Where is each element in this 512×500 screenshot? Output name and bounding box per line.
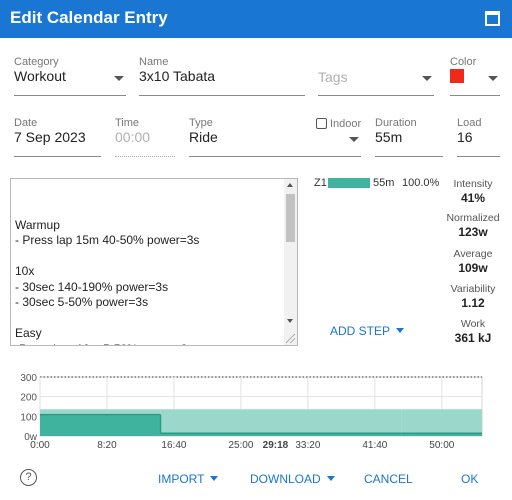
download-label: DOWNLOAD [250, 472, 321, 486]
name-field[interactable]: Name 3x10 Tabata [139, 56, 305, 96]
load-field[interactable]: Load 16 [457, 117, 500, 157]
metric-normalized: Normalized 123w [438, 212, 508, 239]
y-tick-label: 0w [24, 432, 38, 443]
import-button[interactable]: IMPORT [158, 472, 219, 486]
help-icon[interactable]: ? [20, 469, 37, 486]
time-placeholder: 00:00 [115, 129, 151, 145]
x-tick-label: 25:00 [228, 440, 253, 451]
date-field[interactable]: Date 7 Sep 2023 [14, 117, 101, 157]
download-button[interactable]: DOWNLOAD [250, 472, 335, 486]
chevron-down-icon [114, 76, 124, 81]
metric-work: Work 361 kJ [438, 318, 508, 345]
y-tick-label: 100 [20, 412, 37, 423]
x-tick-label: 8:20 [97, 440, 117, 451]
category-value: Workout [14, 68, 66, 84]
add-step-label: ADD STEP [330, 324, 391, 338]
dialog-footer: ? IMPORT DOWNLOAD CANCEL OK [0, 462, 512, 496]
chevron-down-icon [326, 476, 335, 481]
metric-value: 1.12 [461, 296, 485, 310]
ok-button[interactable]: OK [461, 472, 479, 486]
step-range-band [401, 409, 482, 434]
maximize-icon[interactable] [485, 11, 500, 26]
type-select[interactable]: Type Ride [189, 117, 361, 157]
indoor-label: Indoor [330, 118, 362, 130]
y-tick-label: 300 [20, 373, 37, 384]
category-select[interactable]: Category Workout [14, 56, 126, 96]
name-value: 3x10 Tabata [139, 68, 216, 84]
metric-value: 361 kJ [454, 331, 492, 345]
duration-label: Duration [375, 117, 417, 129]
metric-label: Normalized [446, 212, 500, 224]
metric-value: 123w [458, 225, 488, 239]
resize-grip-icon[interactable] [286, 334, 295, 343]
add-step-button[interactable]: ADD STEP [330, 324, 405, 338]
x-tick-label: 16:40 [161, 440, 186, 451]
step-power-area [40, 414, 161, 436]
metric-value: 41% [460, 191, 486, 205]
workout-description-textarea[interactable]: Warmup - Press lap 15m 40-50% power=3s 1… [10, 178, 298, 346]
x-tick-label: 41:40 [362, 440, 387, 451]
type-value: Ride [189, 129, 218, 145]
metric-variability: Variability 1.12 [438, 283, 508, 310]
scroll-down-icon[interactable] [287, 319, 293, 323]
type-label: Type [189, 117, 213, 129]
metric-value: 109w [458, 261, 488, 275]
metric-intensity: Intensity 41% [438, 178, 508, 205]
time-label: Time [115, 117, 140, 129]
chevron-down-icon [422, 76, 432, 81]
metric-label: Work [460, 318, 486, 330]
zone-duration: 55m [373, 177, 395, 189]
metric-label: Average [453, 248, 493, 260]
step-power-area [401, 433, 482, 436]
time-field[interactable]: Time 00:00 [115, 117, 175, 157]
cancel-button[interactable]: CANCEL [364, 472, 413, 486]
dialog-title-bar: Edit Calendar Entry [0, 0, 512, 38]
x-tick-label: 33:20 [295, 440, 320, 451]
load-label: Load [457, 117, 482, 129]
x-tick-label: 0:00 [30, 440, 50, 451]
chevron-down-icon [396, 328, 405, 333]
metric-average: Average 109w [438, 248, 508, 275]
step-range-band [160, 409, 402, 434]
dialog-title: Edit Calendar Entry [10, 8, 168, 27]
name-label: Name [139, 56, 169, 68]
chevron-down-icon [210, 476, 219, 481]
scroll-up-icon[interactable] [287, 183, 293, 187]
x-tick-label: 29:18 [263, 440, 289, 451]
step-range-band [40, 409, 161, 415]
workout-power-chart: 300 200 100 0w0:00 8:20 16:40 25:00 29:18 33:20 4… [20, 373, 483, 451]
workout-description-text: Warmup - Press lap 15m 40-50% power=3s 1… [15, 217, 200, 346]
metric-label: Intensity [453, 178, 493, 190]
duration-value: 55m [375, 129, 403, 145]
indoor-checkbox[interactable]: Indoor [316, 118, 361, 130]
scroll-thumb[interactable] [286, 194, 295, 242]
tags-select[interactable]: Tags [318, 56, 434, 96]
zone-percent: 100.0% [402, 177, 440, 189]
color-label: Color [450, 56, 477, 68]
step-power-area [160, 433, 402, 436]
textarea-scrollbar[interactable] [284, 179, 297, 345]
category-label: Category [14, 56, 59, 68]
color-select[interactable]: Color [450, 56, 500, 96]
x-tick-label: 50:00 [429, 440, 454, 451]
zone-bar [328, 178, 370, 188]
tags-placeholder: Tags [318, 69, 348, 85]
date-value: 7 Sep 2023 [14, 129, 86, 145]
date-label: Date [14, 117, 38, 129]
chevron-down-icon [349, 137, 359, 142]
color-swatch [450, 69, 464, 83]
import-label: IMPORT [158, 472, 205, 486]
load-value: 16 [457, 129, 473, 145]
duration-field[interactable]: Duration 55m [375, 117, 443, 157]
metric-label: Variability [450, 283, 496, 295]
y-tick-label: 200 [20, 393, 37, 404]
chevron-down-icon [488, 76, 498, 81]
checkbox-icon[interactable] [316, 118, 327, 129]
zone-name: Z1 [314, 177, 327, 189]
